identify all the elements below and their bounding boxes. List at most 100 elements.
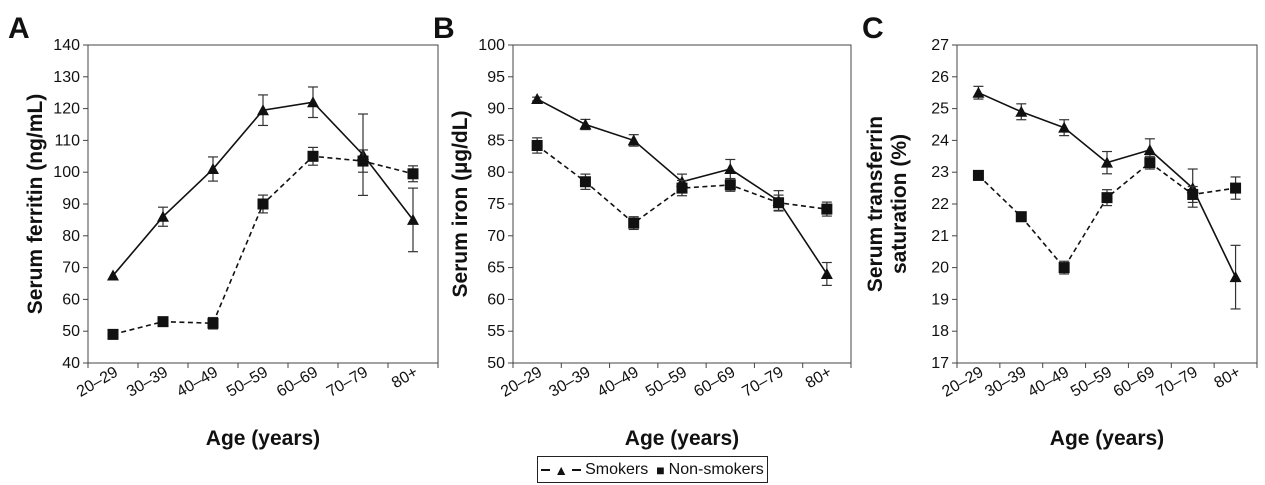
y-tick-label-a: 80 xyxy=(62,228,80,245)
y-tick-label-a: 90 xyxy=(62,196,80,213)
y-tick-label-b: 65 xyxy=(487,260,505,277)
x-tick-label-a: 70–79 xyxy=(324,364,371,401)
data-point-nonsmokers xyxy=(972,169,984,181)
x-tick-label-b: 80+ xyxy=(803,364,835,392)
data-point-smokers xyxy=(627,134,640,146)
x-tick-label-a: 20–29 xyxy=(74,364,121,401)
x-tick-label-b: 40–49 xyxy=(595,364,642,401)
data-point-nonsmokers xyxy=(157,316,169,328)
panel-letter-a: A xyxy=(8,12,30,45)
data-point-nonsmokers xyxy=(307,150,319,162)
y-tick-label-c: 24 xyxy=(931,132,949,149)
data-point-smokers xyxy=(307,96,319,108)
y-tick-label-a: 40 xyxy=(62,355,80,372)
y-tick-label-b: 100 xyxy=(478,37,505,54)
x-tick-label-c: 30–39 xyxy=(982,364,1029,401)
y-tick-label-c: 25 xyxy=(931,101,949,118)
data-point-smokers xyxy=(531,93,544,105)
y-tick-label-b: 70 xyxy=(487,228,505,245)
x-tick-label-a: 30–39 xyxy=(124,364,171,401)
data-point-nonsmokers xyxy=(1101,192,1113,204)
x-tick-label-c: 80+ xyxy=(1212,364,1244,392)
square-marker-icon: ■ xyxy=(656,461,665,478)
x-tick-label-b: 60–69 xyxy=(691,364,738,401)
x-tick-label-b: 20–29 xyxy=(498,364,545,401)
y-axis-label-c-line2: saturation (%) xyxy=(888,134,911,274)
x-tick-label-c: 50–59 xyxy=(1068,364,1115,401)
x-tick-label-a: 50–59 xyxy=(224,364,271,401)
legend-item-nonsmokers: ■ Non-smokers xyxy=(656,461,764,479)
y-tick-label-a: 70 xyxy=(62,260,80,277)
series-line-smokers-a xyxy=(112,101,414,277)
x-axis-label-c: Age (years) xyxy=(1050,427,1164,450)
y-tick-label-c: 19 xyxy=(931,291,949,308)
y-tick-label-c: 27 xyxy=(931,37,949,54)
data-point-nonsmokers xyxy=(821,203,833,215)
y-tick-label-c: 17 xyxy=(931,355,949,372)
x-tick-label-c: 60–69 xyxy=(1111,364,1158,401)
series-line-smokers-c xyxy=(978,91,1237,278)
data-point-nonsmokers xyxy=(1058,262,1070,274)
y-tick-label-a: 130 xyxy=(53,69,80,86)
y-tick-label-b: 50 xyxy=(487,355,505,372)
x-tick-label-b: 50–59 xyxy=(643,364,690,401)
data-point-nonsmokers xyxy=(724,179,736,191)
data-point-nonsmokers xyxy=(207,317,219,329)
panel-letter-c: C xyxy=(862,12,884,45)
data-point-nonsmokers xyxy=(1144,157,1156,169)
y-tick-label-b: 90 xyxy=(487,101,505,118)
data-point-nonsmokers xyxy=(676,182,688,194)
x-tick-label-a: 40–49 xyxy=(174,364,221,401)
data-point-nonsmokers xyxy=(1015,211,1027,223)
data-point-nonsmokers xyxy=(579,176,591,188)
y-axis-label-b: Serum iron (µg/dL) xyxy=(449,110,472,297)
chart-panel-c: C171819202122232425262720–2930–3940–4950… xyxy=(862,12,1258,450)
data-point-smokers xyxy=(257,104,269,116)
legend-line-smokers-right xyxy=(572,468,582,471)
data-point-smokers xyxy=(107,269,119,281)
y-tick-label-c: 26 xyxy=(931,69,949,86)
x-axis-label-a: Age (years) xyxy=(206,427,320,450)
data-point-smokers xyxy=(579,118,592,130)
chart-panel-a: A 40 50 60 70 80 90 100 110 120 130 140 20–29 30–39 40… xyxy=(8,12,439,450)
legend-item-smokers: ▲ Smokers xyxy=(541,461,648,479)
y-tick-label-c: 20 xyxy=(931,260,949,277)
series-line-nonsmokers-a xyxy=(112,155,414,336)
legend-label-nonsmokers: Non-smokers xyxy=(668,460,764,478)
data-point-nonsmokers xyxy=(1230,182,1242,194)
data-point-nonsmokers xyxy=(407,168,419,180)
legend: ▲ Smokers ■ Non-smokers xyxy=(537,456,768,483)
data-point-smokers xyxy=(972,86,985,98)
data-point-nonsmokers xyxy=(257,198,269,210)
chart-panel-b: B 50 55 60 65 70 75 80 85 90 95 100 20–29 30–39 40–49 5… xyxy=(433,12,852,450)
y-tick-label-a: 140 xyxy=(53,37,80,54)
y-tick-label-b: 60 xyxy=(487,291,505,308)
y-axis-label-a: Serum ferritin (ng/mL) xyxy=(24,94,47,315)
y-tick-label-c: 21 xyxy=(931,228,949,245)
y-tick-label-b: 55 xyxy=(487,323,505,340)
data-point-smokers xyxy=(1143,143,1156,155)
y-tick-label-a: 100 xyxy=(53,164,80,181)
data-point-smokers xyxy=(1229,271,1242,283)
y-tick-label-a: 50 xyxy=(62,323,80,340)
legend-line-smokers xyxy=(541,468,551,471)
data-point-smokers xyxy=(1015,105,1028,117)
triangle-marker-icon: ▲ xyxy=(554,461,569,478)
y-tick-label-a: 110 xyxy=(54,132,80,149)
x-tick-label-b: 70–79 xyxy=(740,364,787,401)
plot-frame-b xyxy=(512,44,852,364)
legend-label-smokers: Smokers xyxy=(585,460,649,478)
x-tick-label-a: 80+ xyxy=(389,364,421,392)
data-point-nonsmokers xyxy=(107,328,119,340)
data-point-smokers xyxy=(1058,121,1071,133)
panel-letter-b: B xyxy=(433,12,455,45)
x-tick-label-c: 40–49 xyxy=(1025,364,1072,401)
data-point-nonsmokers xyxy=(773,197,785,209)
y-tick-label-c: 18 xyxy=(931,323,949,340)
x-tick-label-b: 30–39 xyxy=(546,364,593,401)
data-point-smokers xyxy=(1101,156,1113,168)
data-point-nonsmokers xyxy=(1187,188,1199,200)
data-point-smokers xyxy=(157,210,169,222)
data-point-smokers xyxy=(407,213,419,225)
y-tick-label-c: 22 xyxy=(931,196,949,213)
